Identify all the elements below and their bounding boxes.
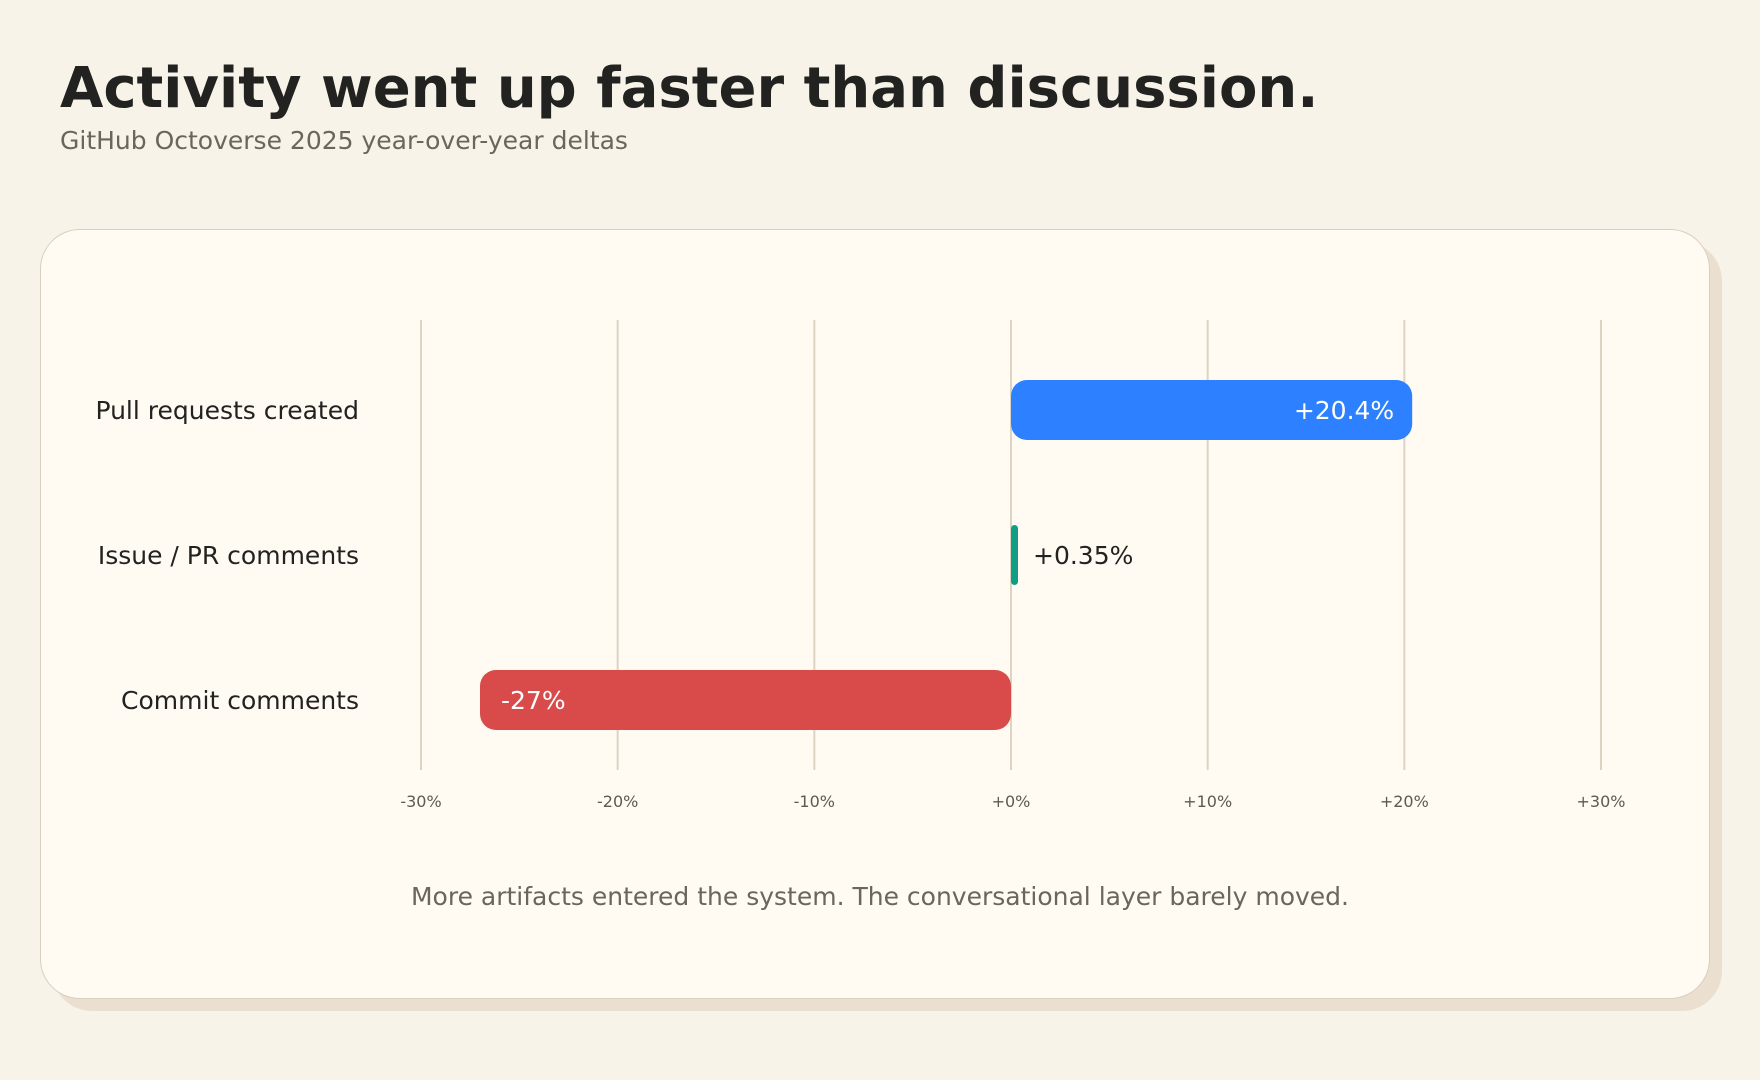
chart-footnote: More artifacts entered the system. The c… <box>410 882 1349 911</box>
category-label: Pull requests created <box>95 396 359 425</box>
x-tick-label: +0% <box>992 792 1031 811</box>
chart-card <box>40 229 1710 999</box>
bar <box>480 670 1011 730</box>
x-tick-label: -20% <box>597 792 638 811</box>
data-label: +20.4% <box>1294 396 1394 425</box>
x-tick-label: -10% <box>794 792 835 811</box>
chart-title: Activity went up faster than discussion. <box>60 56 1319 121</box>
x-tick-label: -30% <box>400 792 441 811</box>
data-label: -27% <box>501 686 566 715</box>
bar <box>1011 380 1413 440</box>
data-label: +0.35% <box>1033 541 1133 570</box>
bar <box>1011 525 1018 585</box>
x-tick-label: +20% <box>1380 792 1429 811</box>
category-label: Issue / PR comments <box>98 541 359 570</box>
chart-subtitle: GitHub Octoverse 2025 year-over-year del… <box>60 126 628 155</box>
x-tick-label: +10% <box>1183 792 1232 811</box>
x-tick-label: +30% <box>1577 792 1626 811</box>
category-label: Commit comments <box>121 686 359 715</box>
